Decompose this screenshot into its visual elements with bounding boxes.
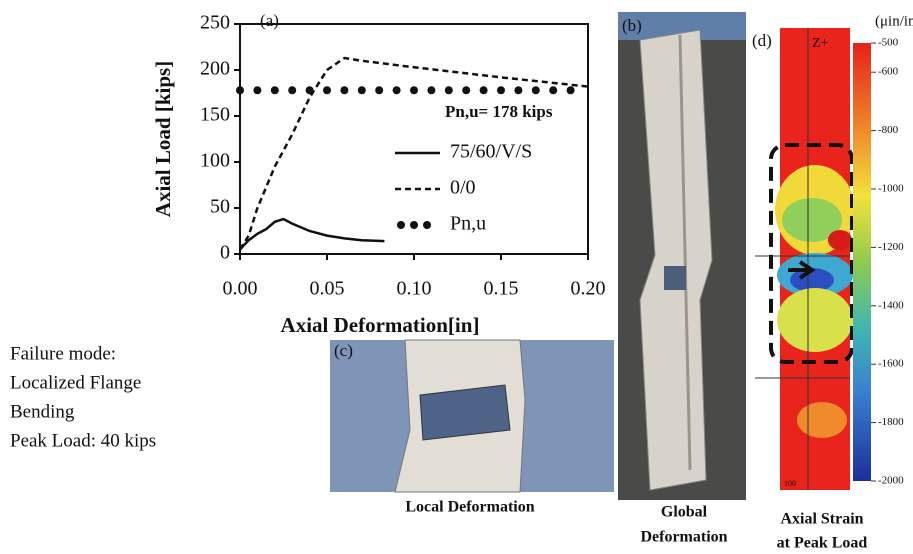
- point: [392, 86, 401, 95]
- legend-label: 0/0: [450, 177, 476, 199]
- photo-local: [330, 339, 614, 493]
- x-tick-label: 0.15: [484, 278, 519, 300]
- legend-marker: [397, 221, 405, 229]
- point: [357, 86, 366, 95]
- legend-marker: [410, 221, 418, 229]
- point: [236, 86, 244, 95]
- colorbar-tick-label: -600: [878, 66, 899, 78]
- point: [288, 86, 297, 95]
- colorbar-tick-label: -1800: [878, 416, 904, 428]
- colorbar-tick-label: -800: [878, 124, 899, 136]
- y-tick-label: 100: [200, 150, 230, 172]
- panel-label: (a): [260, 11, 279, 30]
- point: [410, 86, 418, 95]
- point: [270, 86, 279, 95]
- panel-label: (c): [334, 341, 353, 360]
- y-tick-label: 0: [220, 242, 230, 264]
- y-tick-label: 250: [200, 12, 230, 34]
- y-tick-label: 150: [200, 104, 230, 126]
- point: [253, 86, 262, 95]
- series-line: [239, 217, 385, 251]
- point: [340, 86, 349, 95]
- y-axis-title: Axial Load [kips]: [151, 61, 175, 217]
- failure-text: Bending: [10, 401, 75, 422]
- point: [549, 86, 558, 95]
- point: [462, 86, 471, 95]
- x-tick-label: 0.10: [397, 278, 432, 300]
- corner-label: 100: [784, 479, 796, 488]
- y-tick-label: 200: [200, 58, 230, 80]
- plot-frame: [239, 23, 589, 255]
- failure-text: Peak Load: 40 kips: [10, 430, 156, 451]
- caption: Axial Strain: [780, 511, 863, 528]
- point: [427, 86, 436, 95]
- point: [375, 86, 384, 95]
- colorbar-title: (μin/in): [875, 13, 913, 29]
- point: [497, 86, 505, 95]
- caption: Deformation: [640, 529, 727, 546]
- caption: Local Deformation: [405, 499, 534, 516]
- colorbar-tick-label: -1200: [878, 241, 904, 253]
- point: [479, 86, 488, 95]
- point: [444, 86, 453, 95]
- x-axis-title: Axial Deformation[in]: [281, 313, 480, 337]
- photo-global: [618, 12, 746, 500]
- x-tick-label: 0.05: [310, 278, 345, 300]
- panel-label: (b): [622, 16, 642, 35]
- legend-marker: [423, 221, 431, 229]
- series-line: [238, 56, 589, 251]
- colorbar-tick-label: -500: [878, 37, 899, 49]
- failure-text: Failure mode:: [10, 343, 116, 364]
- point: [566, 86, 575, 95]
- legend-label: 75/60/V/S: [450, 141, 532, 163]
- point: [531, 86, 540, 95]
- point: [514, 86, 523, 95]
- colorbar-tick-label: -1000: [878, 183, 904, 195]
- failure-text: Localized Flange: [10, 372, 141, 393]
- annotation: Pn,u= 178 kips: [445, 102, 553, 121]
- axis-label: Z+: [812, 36, 829, 51]
- legend-label: Pn,u: [450, 213, 486, 235]
- strain-map: [755, 28, 871, 490]
- colorbar-tick-label: -1400: [878, 299, 904, 311]
- caption: at Peak Load: [777, 535, 868, 552]
- point: [323, 86, 331, 95]
- y-tick-label: 50: [210, 196, 230, 218]
- x-tick-label: 0.00: [223, 278, 258, 300]
- panel-label: (d): [752, 31, 772, 50]
- colorbar-tick-label: -1600: [878, 358, 904, 370]
- point: [305, 86, 314, 95]
- x-tick-label: 0.20: [571, 278, 606, 300]
- caption: Global: [661, 504, 708, 521]
- colorbar-tick-label: -2000: [878, 475, 904, 487]
